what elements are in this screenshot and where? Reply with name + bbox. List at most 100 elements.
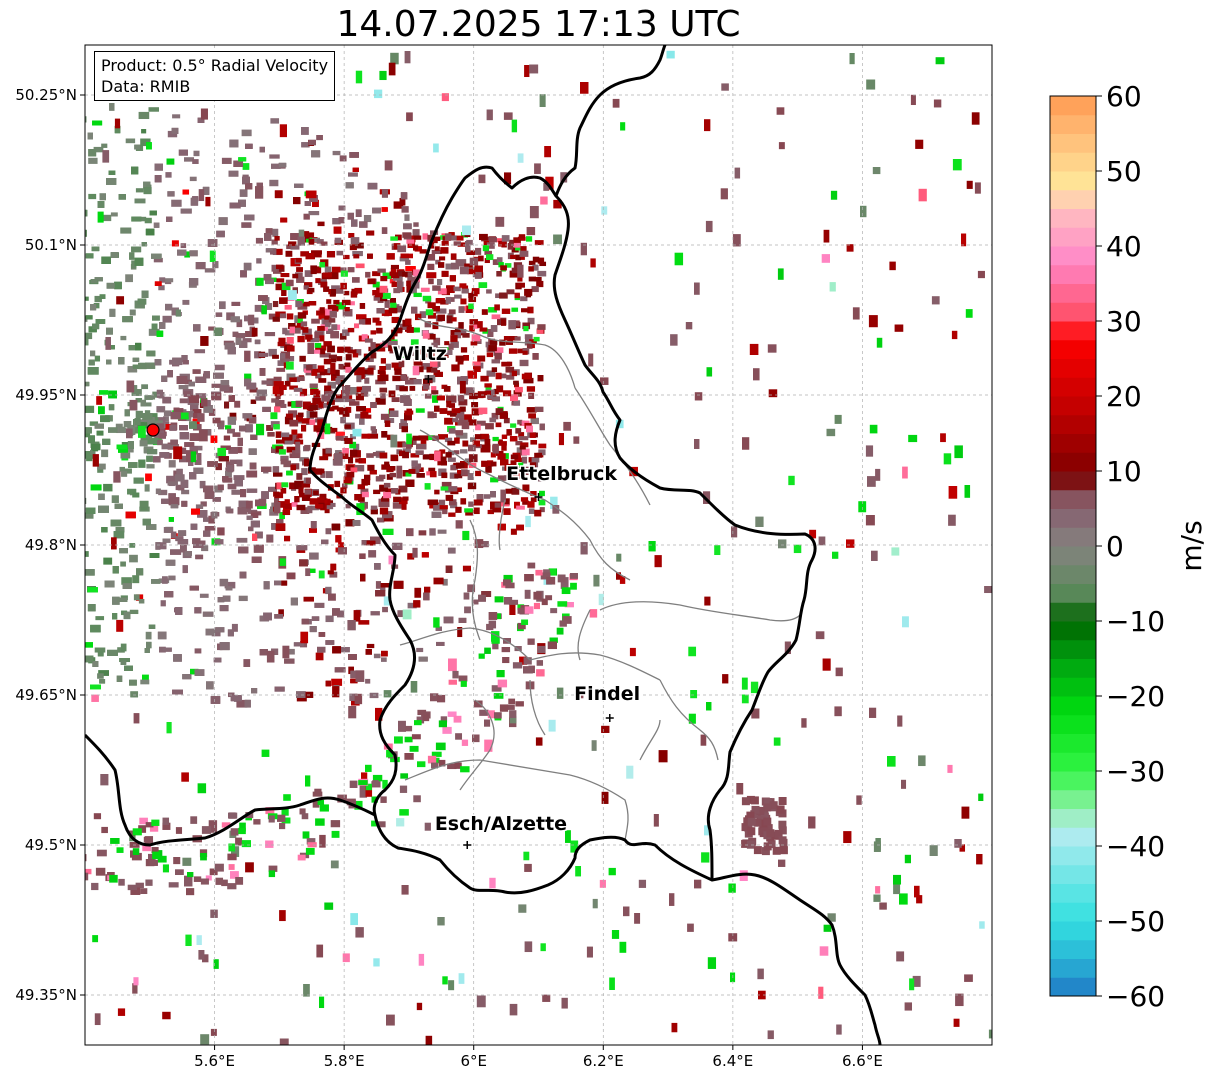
- echo-pixel: [75, 323, 80, 329]
- echo-pixel: [46, 152, 54, 160]
- echo-pixel: [319, 348, 326, 355]
- echo-pixel: [527, 317, 535, 325]
- echo-pixel: [503, 336, 510, 341]
- echo-pixel: [85, 116, 87, 123]
- echo-pixel: [259, 146, 265, 153]
- echo-pixel: [0, 159, 2, 164]
- echo-pixel: [63, 668, 70, 676]
- echo-pixel: [206, 681, 214, 690]
- echo-pixel: [145, 362, 156, 369]
- echo-pixel: [490, 452, 496, 458]
- echo-pixel: [13, 213, 22, 218]
- echo-pixel: [381, 309, 392, 316]
- echo-pixel: [431, 342, 438, 348]
- echo-pixel: [478, 407, 488, 415]
- echo-pixel: [358, 620, 370, 625]
- echo-pixel: [231, 623, 238, 632]
- echo-pixel: [182, 360, 189, 365]
- echo-pixel: [55, 211, 63, 215]
- echo-pixel: [0, 388, 3, 392]
- echo-pixel: [410, 351, 417, 356]
- echo-pixel: [203, 517, 209, 522]
- echo-pixel: [53, 597, 59, 602]
- echo-pixel: [266, 534, 274, 543]
- echo-pixel: [129, 609, 139, 615]
- echo-pixel: [303, 213, 310, 220]
- echo-pixel: [16, 476, 24, 482]
- echo-pixel: [449, 499, 457, 506]
- echo-pixel: [259, 393, 266, 401]
- echo-pixel: [192, 159, 199, 164]
- echo-pixel: [214, 539, 224, 545]
- echo-pixel: [472, 361, 481, 366]
- echo-pixel: [192, 369, 201, 374]
- echo-pixel: [30, 283, 39, 289]
- echo-pixel: [42, 524, 51, 529]
- echo-pixel: [503, 417, 510, 424]
- echo-pixel: [76, 647, 82, 655]
- echo-pixel: [189, 433, 200, 441]
- echo-pixel: [0, 457, 3, 463]
- echo-pixel: [184, 157, 195, 162]
- echo-pixel: [33, 529, 38, 533]
- echo-pixel: [327, 570, 334, 575]
- echo-pixel: [412, 435, 421, 441]
- echo-pixel: [530, 497, 537, 503]
- echo-pixel: [61, 341, 70, 348]
- echo-pixel: [528, 392, 535, 400]
- echo-pixel: [94, 277, 103, 282]
- echo-pixel: [473, 507, 480, 515]
- echo-pixel: [497, 523, 506, 531]
- echo-pixel: [204, 268, 216, 273]
- echo-pixel: [37, 406, 47, 410]
- echo-pixel: [56, 480, 65, 485]
- echo-pixel: [300, 321, 308, 327]
- echo-pixel: [75, 375, 81, 381]
- echo-pixel: [43, 445, 51, 451]
- echo-pixel: [383, 492, 392, 499]
- echo-pixel: [117, 597, 128, 602]
- echo-pixel: [67, 408, 78, 413]
- echo-pixel: [5, 444, 15, 452]
- echo-pixel: [348, 387, 359, 395]
- echo-pixel: [59, 485, 64, 490]
- echo-pixel: [151, 579, 161, 584]
- echo-pixel: [52, 159, 63, 164]
- echo-pixel: [168, 497, 180, 506]
- echo-pixel: [215, 627, 225, 633]
- echo-pixel: [252, 533, 258, 541]
- echo-pixel: [326, 328, 334, 334]
- echo-pixel: [46, 152, 54, 160]
- echo-pixel: [279, 313, 287, 319]
- echo-pixel: [355, 263, 365, 269]
- echo-pixel: [327, 406, 335, 412]
- echo-pixel: [22, 596, 28, 603]
- echo-pixel: [8, 203, 15, 209]
- echo-pixel: [539, 507, 545, 513]
- echo-pixel: [149, 210, 157, 216]
- echo-pixel: [12, 285, 18, 290]
- echo-pixel: [148, 328, 160, 336]
- echo-pixel: [109, 308, 116, 317]
- echo-pixel: [236, 459, 243, 467]
- echo-pixel: [244, 699, 251, 708]
- echo-pixel: [348, 666, 354, 675]
- echo-pixel: [226, 312, 235, 321]
- echo-pixel: [18, 465, 25, 472]
- echo-pixel: [16, 476, 24, 482]
- echo-pixel: [488, 307, 497, 313]
- echo-pixel: [227, 347, 236, 355]
- echo-pixel: [87, 132, 93, 140]
- echo-pixel: [442, 352, 449, 358]
- echo-pixel: [435, 626, 442, 631]
- echo-pixel: [97, 468, 104, 473]
- echo-pixel: [37, 171, 44, 175]
- echo-pixel: [305, 253, 315, 260]
- echo-pixel: [350, 678, 358, 684]
- echo-pixel: [279, 512, 285, 520]
- echo-pixel: [219, 578, 229, 587]
- echo-pixel: [156, 389, 163, 398]
- echo-pixel: [52, 671, 59, 678]
- echo-pixel: [189, 446, 198, 455]
- echo-pixel: [0, 404, 1, 410]
